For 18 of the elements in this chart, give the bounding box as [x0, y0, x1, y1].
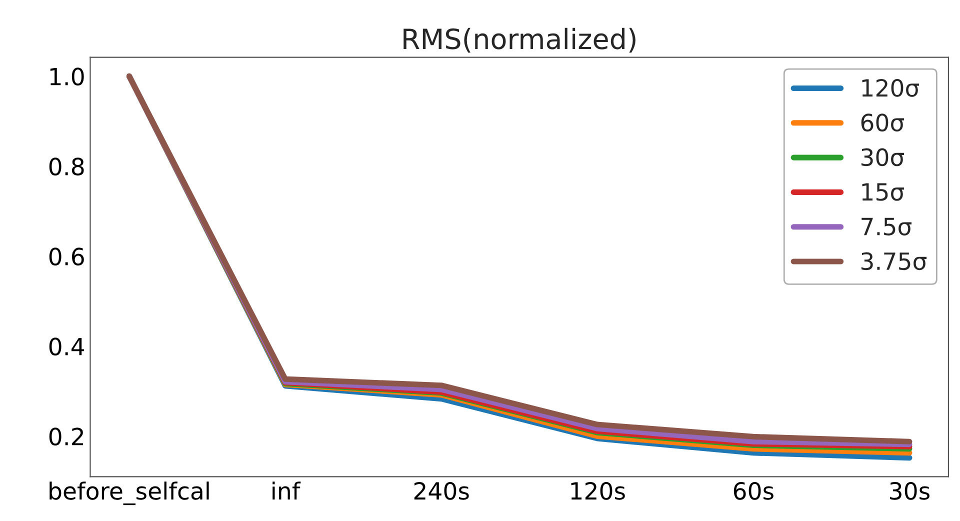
legend-label: 7.5σ	[862, 218, 912, 236]
legend-label: 3.75σ	[861, 252, 927, 270]
legend-label: 30σ	[861, 148, 904, 166]
y-tick-label: 0.2	[49, 428, 84, 446]
legend-label: 60σ	[861, 114, 904, 132]
x-tick-label: 120s	[571, 482, 625, 500]
x-tick-label: 240s	[414, 482, 469, 500]
legend-label: 120σ	[862, 78, 920, 97]
x-tick-label: inf	[272, 482, 301, 500]
x-tick-label: 60s	[734, 482, 774, 500]
y-tick-label: 0.6	[49, 248, 84, 266]
y-tick-label: 0.8	[49, 158, 84, 176]
y-tick-label: 1.0	[50, 68, 84, 86]
legend-label: 15σ	[862, 183, 904, 201]
y-tick-label: 0.4	[49, 338, 84, 356]
x-tick-label: before_selfcal	[50, 482, 209, 506]
chart-title: RMS(normalized)	[404, 28, 636, 53]
x-tick-label: 30s	[890, 482, 930, 500]
